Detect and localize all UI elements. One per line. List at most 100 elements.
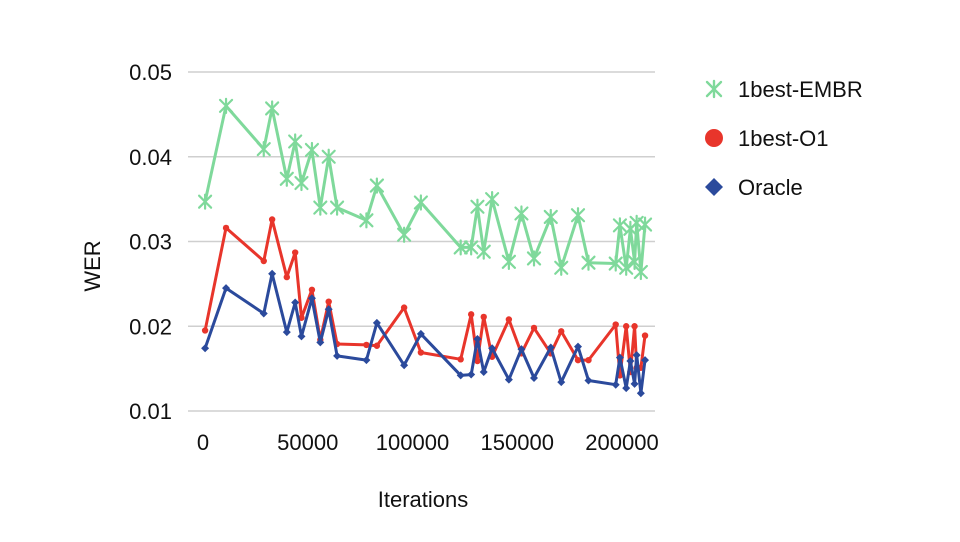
series-lines — [197, 97, 653, 398]
data-point-diamond — [488, 344, 497, 353]
data-point-diamond — [530, 373, 539, 382]
data-point-star — [304, 141, 320, 159]
data-point-circle — [222, 224, 230, 232]
data-point-star — [612, 217, 628, 234]
y-tick-label: 0.05 — [129, 60, 172, 85]
data-point-circle — [574, 356, 582, 364]
data-point-star — [397, 226, 412, 243]
data-point-diamond — [615, 353, 624, 362]
data-point-star — [619, 259, 634, 276]
data-point-diamond — [574, 342, 583, 351]
x-tick-label: 100000 — [376, 430, 449, 455]
y-axis-title: WER — [80, 240, 105, 291]
data-point-diamond — [630, 379, 639, 388]
data-point-diamond — [324, 305, 333, 314]
data-point-star — [313, 199, 328, 216]
series-oracle — [201, 269, 650, 398]
legend-label: 1best-O1 — [738, 126, 829, 151]
data-point-diamond — [504, 375, 513, 384]
data-point-diamond — [333, 351, 342, 360]
data-point-diamond — [307, 294, 316, 303]
data-point-diamond — [467, 370, 476, 379]
gridlines — [188, 71, 655, 412]
data-point-star — [633, 263, 648, 281]
y-tick-label: 0.04 — [129, 145, 172, 170]
data-point-diamond — [636, 389, 645, 398]
data-point-star — [543, 208, 558, 226]
data-point-star — [485, 191, 500, 208]
x-tick-label: 50000 — [277, 430, 338, 455]
data-point-diamond — [584, 376, 593, 385]
legend-item: Oracle — [705, 175, 803, 200]
data-point-star — [288, 133, 303, 150]
data-point-star — [554, 259, 569, 276]
series-line — [203, 272, 647, 395]
data-point-star — [369, 177, 384, 194]
series-1best-embr — [197, 97, 653, 281]
data-point-star — [329, 199, 345, 216]
data-point-diamond — [316, 338, 325, 347]
data-point-diamond — [362, 356, 371, 365]
data-point-circle — [457, 356, 464, 363]
x-tick-label: 0 — [197, 430, 209, 455]
y-tick-label: 0.02 — [129, 314, 172, 339]
data-point-diamond — [222, 284, 231, 293]
data-point-circle — [474, 357, 481, 365]
data-point-star — [608, 255, 623, 272]
data-point-circle — [373, 342, 381, 349]
data-point-circle — [291, 249, 299, 256]
data-point-diamond — [456, 371, 465, 380]
y-tick-label: 0.01 — [129, 399, 172, 424]
x-tick-label: 200000 — [585, 430, 658, 455]
data-point-circle — [585, 356, 592, 364]
data-point-circle — [641, 332, 649, 339]
data-point-diamond — [268, 269, 277, 278]
data-point-star — [514, 205, 529, 222]
data-point-star — [637, 216, 653, 233]
data-point-diamond — [400, 361, 409, 370]
legend-circle-icon — [705, 129, 723, 147]
data-point-circle — [622, 323, 630, 330]
y-tick-labels: 0.01 0.02 0.03 0.04 0.05 — [129, 60, 172, 424]
data-point-circle — [530, 324, 538, 332]
data-point-diamond — [632, 351, 641, 360]
data-point-circle — [612, 321, 619, 328]
data-point-star — [476, 243, 491, 260]
legend: 1best-EMBR 1best-O1 Oracle — [705, 77, 863, 200]
data-point-diamond — [473, 334, 482, 343]
data-point-diamond — [622, 384, 631, 393]
data-point-diamond — [546, 343, 555, 352]
data-point-circle — [308, 286, 316, 294]
legend-diamond-icon — [705, 178, 723, 196]
data-point-star — [197, 193, 213, 210]
data-point-diamond — [557, 378, 566, 387]
data-point-star — [279, 170, 294, 187]
data-point-star — [453, 239, 468, 256]
data-point-diamond — [297, 332, 306, 341]
legend-star-icon — [705, 79, 723, 99]
data-point-circle — [363, 341, 370, 349]
data-point-star — [359, 212, 374, 229]
data-point-circle — [283, 273, 290, 281]
data-point-diamond — [291, 298, 300, 307]
legend-item: 1best-EMBR — [705, 77, 863, 102]
x-tick-label: 150000 — [481, 430, 554, 455]
legend-label: Oracle — [738, 175, 803, 200]
data-point-star — [581, 254, 596, 271]
data-point-circle — [201, 327, 209, 334]
data-point-diamond — [282, 328, 291, 337]
data-point-diamond — [479, 368, 488, 377]
data-point-circle — [631, 323, 638, 330]
data-point-circle — [558, 328, 565, 335]
x-axis-title: Iterations — [378, 487, 469, 512]
data-point-diamond — [517, 345, 526, 354]
data-point-star — [294, 174, 309, 192]
data-point-circle — [417, 349, 425, 356]
data-point-star — [470, 198, 485, 215]
data-point-star — [501, 253, 516, 270]
x-tick-labels: 0 50000 100000 150000 200000 — [197, 430, 659, 455]
data-point-circle — [260, 257, 267, 265]
data-point-diamond — [611, 380, 620, 389]
data-point-star — [218, 97, 234, 115]
data-point-circle — [467, 311, 475, 318]
